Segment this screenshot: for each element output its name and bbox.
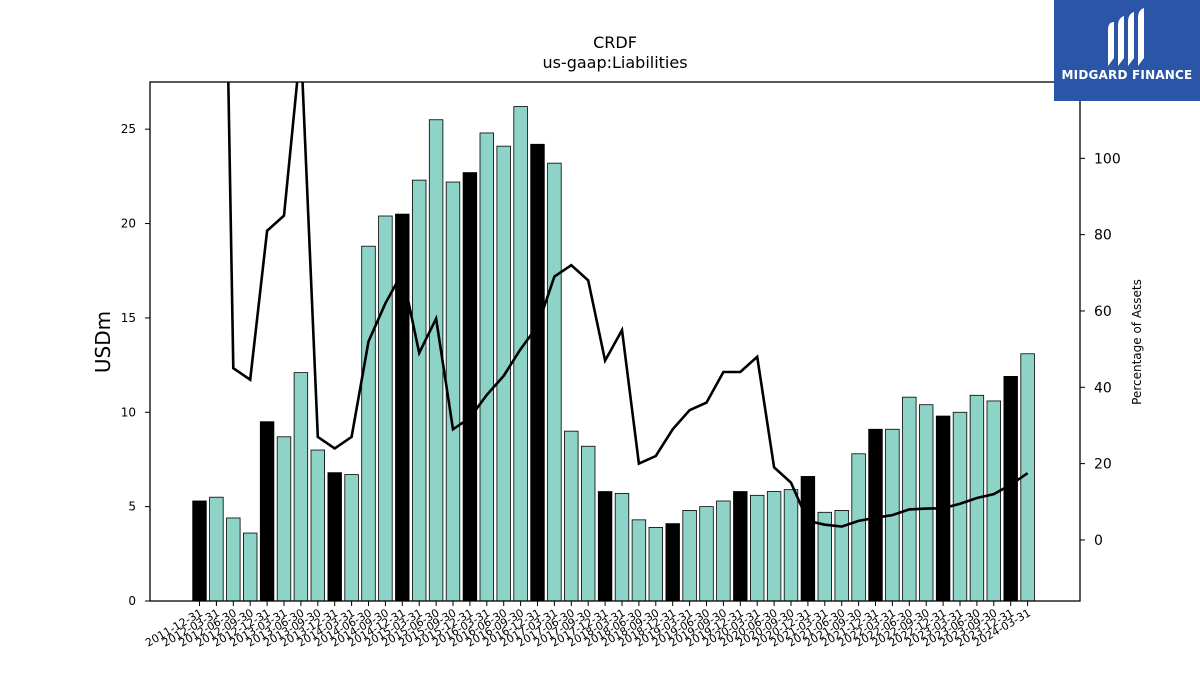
bar	[479, 132, 495, 602]
y2-tick-label: 40	[1094, 380, 1112, 396]
bar	[581, 445, 596, 602]
bar	[919, 404, 934, 602]
bar	[242, 532, 258, 602]
bar	[530, 143, 545, 602]
bar	[378, 215, 393, 602]
y-axis-label: USDm	[91, 311, 115, 373]
bar	[259, 421, 275, 602]
y2-tick-label: 60	[1094, 304, 1112, 320]
bar	[361, 245, 376, 602]
bar	[648, 526, 664, 602]
y2-tick-label: 0	[1094, 533, 1103, 549]
bar	[986, 400, 1002, 602]
chart-subtitle: us-gaap:Liabilities	[542, 53, 687, 72]
bar	[716, 500, 731, 602]
bar	[192, 500, 207, 602]
bar	[766, 491, 782, 602]
x-axis: 2011-12-312012-03-312012-06-302012-09-30…	[143, 601, 1033, 650]
y2-tick-label: 80	[1094, 228, 1112, 244]
bar	[733, 491, 748, 602]
y2-tick-label: 100	[1094, 151, 1121, 167]
bar	[547, 162, 562, 602]
bar	[276, 436, 292, 602]
bar	[428, 119, 444, 602]
brand-logo: MIDGARD FINANCE	[1054, 0, 1200, 101]
chart-title: CRDF	[593, 33, 637, 52]
bar	[868, 428, 883, 602]
bar	[209, 496, 224, 602]
bar	[513, 106, 528, 602]
y-tick-label: 20	[121, 217, 136, 231]
plot-frame	[149, 81, 1081, 602]
y-tick-label: 10	[121, 405, 136, 419]
bar	[564, 430, 579, 602]
y2-axis-label: Percentage of Assets	[1130, 279, 1144, 405]
bar	[226, 517, 241, 602]
bar	[310, 449, 326, 602]
bar	[411, 179, 427, 602]
bar	[614, 493, 630, 602]
bar	[293, 372, 309, 602]
y2-axis: 0 20 40 60 80 100	[1080, 151, 1121, 549]
bar	[750, 494, 765, 602]
bar	[631, 519, 647, 602]
bar	[327, 472, 342, 602]
line-series	[227, 82, 1029, 528]
line-group	[227, 82, 1029, 528]
bar	[952, 411, 968, 602]
bar	[783, 489, 799, 602]
y2-tick-label: 20	[1094, 457, 1112, 473]
bar	[800, 476, 816, 602]
y-tick-label: 0	[128, 594, 136, 608]
bar-group	[192, 106, 1035, 602]
bar	[462, 172, 478, 602]
bar	[665, 523, 680, 602]
y-axis: 0 5 10 15 20 25	[121, 122, 150, 608]
logo-mark-icon	[1108, 8, 1144, 66]
bar	[902, 396, 917, 602]
bar	[851, 453, 866, 602]
bar	[597, 491, 613, 602]
logo-text: MIDGARD FINANCE	[1061, 68, 1193, 82]
y-tick-label: 5	[128, 500, 136, 514]
y-tick-label: 15	[121, 311, 136, 325]
y-tick-label: 25	[121, 122, 136, 136]
bar	[699, 506, 714, 602]
bar	[344, 474, 359, 602]
bar	[682, 510, 697, 602]
